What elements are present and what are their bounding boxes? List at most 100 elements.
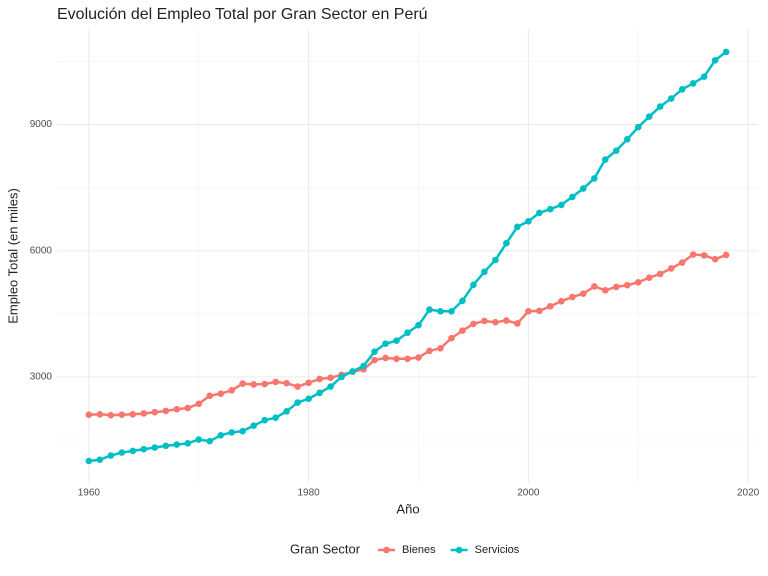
legend-label: Servicios: [475, 544, 520, 556]
data-point: [228, 429, 236, 436]
data-point: [404, 355, 411, 363]
legend-swatch-point: [455, 546, 463, 554]
data-point: [601, 286, 609, 294]
data-point: [371, 348, 378, 355]
data-point: [415, 321, 422, 329]
data-point: [689, 80, 697, 87]
data-point: [459, 327, 466, 334]
data-point: [261, 416, 268, 424]
data-point: [404, 329, 411, 337]
data-point: [569, 293, 576, 301]
data-point: [590, 175, 598, 182]
y-tick-label: 9000: [30, 119, 53, 130]
y-tick-label: 3000: [30, 372, 53, 383]
data-point: [601, 156, 609, 163]
data-point: [612, 283, 620, 291]
data-point: [623, 136, 631, 143]
x-tick-label: 2020: [737, 488, 760, 499]
data-point: [162, 442, 170, 450]
data-point: [294, 383, 301, 390]
data-point: [481, 268, 488, 276]
series-line: [88, 50, 727, 463]
data-point: [558, 201, 565, 209]
data-point: [195, 436, 203, 443]
data-point: [415, 354, 422, 361]
legend-item: Servicios: [450, 544, 520, 556]
data-point: [536, 307, 543, 315]
data-point: [360, 362, 367, 370]
data-point: [711, 56, 719, 64]
data-point: [107, 452, 115, 459]
data-point: [459, 297, 466, 305]
data-point: [118, 449, 126, 456]
data-point: [700, 73, 708, 80]
data-point: [514, 320, 521, 327]
data-point: [118, 411, 126, 419]
x-tick-label: 1980: [297, 488, 320, 499]
data-point: [239, 427, 246, 435]
data-point: [162, 407, 170, 415]
data-point: [85, 411, 93, 419]
data-point: [558, 297, 565, 305]
data-point: [525, 218, 532, 225]
data-point: [96, 411, 104, 418]
data-point: [536, 209, 543, 217]
data-point: [525, 307, 532, 315]
data-point: [250, 422, 257, 429]
data-point: [579, 290, 587, 297]
data-point: [107, 411, 115, 419]
data-point: [129, 447, 137, 455]
data-point: [634, 278, 642, 286]
data-point: [184, 404, 192, 412]
data-point: [129, 411, 137, 418]
data-point: [393, 355, 400, 363]
data-point: [173, 405, 181, 413]
data-point: [349, 368, 356, 375]
data-point: [85, 457, 93, 465]
data-point: [426, 306, 433, 313]
data-point: [579, 185, 587, 192]
data-point: [569, 193, 576, 201]
data-point: [645, 113, 653, 120]
data-point: [239, 380, 246, 387]
data-point: [272, 414, 279, 421]
data-point: [689, 251, 697, 258]
data-point: [547, 205, 554, 213]
x-tick-label: 2000: [517, 488, 540, 499]
data-point: [316, 389, 323, 397]
data-point: [327, 374, 334, 382]
data-point: [470, 281, 477, 289]
data-point: [217, 390, 225, 398]
data-point: [217, 432, 225, 439]
legend-item: Bienes: [378, 544, 436, 556]
data-point: [173, 441, 181, 448]
data-point: [678, 259, 686, 266]
data-point: [547, 302, 554, 310]
data-point: [634, 123, 642, 131]
data-point: [140, 410, 148, 417]
data-point: [382, 354, 389, 362]
data-point: [722, 48, 730, 56]
data-point: [140, 445, 148, 453]
data-point: [623, 281, 631, 289]
data-point: [678, 85, 686, 93]
data-point: [184, 440, 192, 447]
data-point: [492, 318, 499, 326]
y-tick-label: 6000: [30, 245, 53, 256]
x-axis-title: Año: [396, 501, 419, 516]
data-point: [371, 356, 378, 364]
legend-swatch-point: [383, 546, 390, 554]
data-point: [338, 373, 345, 381]
data-point: [514, 223, 521, 231]
data-point: [283, 408, 290, 415]
data-point: [316, 375, 323, 383]
x-tick-label: 1960: [78, 488, 101, 499]
data-point: [492, 256, 499, 264]
data-point: [382, 340, 389, 347]
data-point: [470, 320, 477, 328]
data-point: [711, 255, 719, 263]
data-point: [327, 383, 334, 390]
legend-title: Gran Sector: [290, 541, 361, 556]
data-point: [722, 251, 730, 259]
data-point: [656, 270, 664, 278]
